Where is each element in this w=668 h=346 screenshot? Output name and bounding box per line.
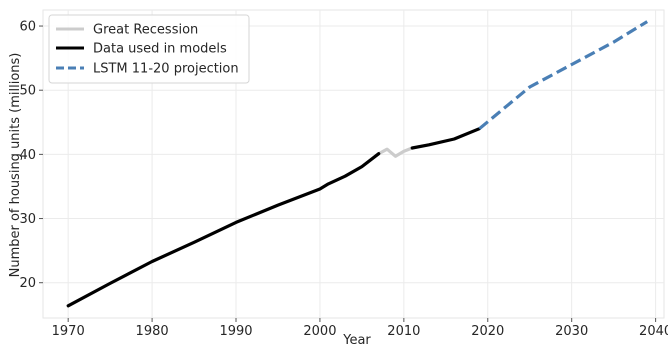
legend-label-great-recession: Great Recession [93,23,198,38]
y-tick-label: 20 [19,276,36,291]
y-tick-label: 40 [19,148,36,163]
x-tick-label: 1980 [136,324,169,339]
x-tick-label: 2030 [555,324,588,339]
y-tick-label: 30 [19,212,36,227]
series-line-great-recession [377,146,414,158]
x-axis-label: Year [342,333,371,346]
series-line-lstm-11-20-projection [478,20,649,130]
legend-label-data-used: Data used in models [93,42,227,57]
series-layer [66,20,649,308]
y-axis-label: Number of housing units (millions) [8,53,23,278]
x-axis: 1970 1980 1990 2000 2010 2020 2030 2040 [52,318,668,339]
legend-label-lstm-projection: LSTM 11-20 projection [93,62,239,77]
x-tick-label: 2040 [639,324,668,339]
legend: Great Recession Data used in models LSTM… [48,14,250,84]
y-axis: 20 30 40 50 60 [19,20,43,291]
y-tick-label: 50 [19,84,36,99]
series-line-data-used-in-models [66,152,381,308]
y-tick-label: 60 [19,20,36,35]
legend-box [48,14,250,84]
x-tick-label: 2000 [303,324,336,339]
series-line-data-used-in-models [410,127,481,150]
x-tick-label: 1970 [52,324,85,339]
x-tick-label: 2010 [387,324,420,339]
x-tick-label: 2020 [471,324,504,339]
x-tick-label: 1990 [219,324,252,339]
